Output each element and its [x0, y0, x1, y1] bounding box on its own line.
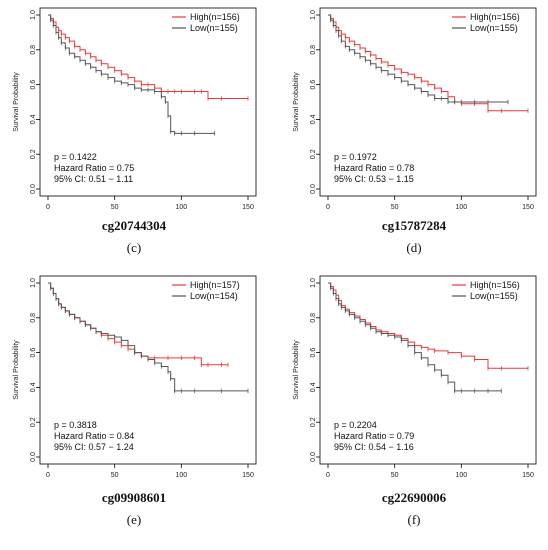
stat-line: 95% CI: 0.57 − 1.24: [54, 442, 134, 452]
legend-label: Low(n=154): [190, 291, 238, 301]
y-tick-label: 0.8: [310, 45, 317, 55]
legend-label: High(n=156): [470, 12, 520, 22]
x-tick-label: 100: [175, 204, 187, 211]
y-tick-label: 0.8: [310, 313, 317, 323]
stat-line: p = 0.3818: [54, 420, 97, 430]
y-tick-label: 1.0: [30, 10, 37, 20]
plot-frame: [39, 7, 257, 197]
x-tick-label: 0: [326, 204, 330, 211]
y-tick-label: 0.0: [310, 184, 317, 194]
x-tick-label: 50: [391, 204, 399, 211]
x-tick-label: 0: [46, 204, 50, 211]
y-tick-label: 1.0: [30, 278, 37, 288]
y-tick-label: 0.0: [30, 452, 37, 462]
panel-letter-e: (e): [126, 512, 142, 527]
y-tick-label: 0.6: [310, 348, 317, 358]
stat-line: Hazard Ratio = 0.84: [54, 431, 134, 441]
x-tick-label: 0: [326, 472, 330, 479]
km-plot-f: 0501001500.00.20.40.60.81.0MonthsSurviva…: [293, 275, 537, 479]
stat-line: Hazard Ratio = 0.78: [334, 163, 414, 173]
y-tick-label: 0.0: [30, 184, 37, 194]
panel-letter-f: (f): [407, 512, 421, 527]
y-tick-label: 0.2: [310, 417, 317, 427]
y-tick-label: 0.6: [30, 348, 37, 358]
stat-line: Hazard Ratio = 0.75: [54, 163, 134, 173]
x-tick-label: 100: [455, 204, 467, 211]
x-tick-label: 150: [522, 204, 534, 211]
stat-line: p = 0.2204: [334, 420, 377, 430]
x-tick-label: 50: [391, 472, 399, 479]
legend-label: High(n=156): [470, 280, 520, 290]
panel-letter-c: (c): [126, 240, 142, 255]
x-tick-label: 150: [522, 472, 534, 479]
legend-label: Low(n=155): [470, 291, 518, 301]
y-tick-label: 0.6: [310, 80, 317, 90]
panel-id-e: cg09908601: [101, 490, 167, 505]
y-tick-label: 1.0: [310, 278, 317, 288]
y-tick-label: 0.4: [30, 114, 37, 124]
stat-line: 95% CI: 0.54 − 1.16: [334, 442, 414, 452]
y-tick-label: 0.8: [30, 45, 37, 55]
stat-line: p = 0.1422: [54, 152, 97, 162]
y-tick-label: 0.2: [30, 149, 37, 159]
legend-label: High(n=157): [190, 280, 240, 290]
y-tick-label: 0.4: [310, 382, 317, 392]
y-tick-label: 1.0: [310, 10, 317, 20]
x-tick-label: 0: [46, 472, 50, 479]
x-tick-label: 150: [242, 472, 254, 479]
km-plot-panel-d: 0501001500.00.20.40.60.81.0MonthsSurviva…: [280, 0, 548, 212]
plot-frame: [39, 275, 257, 465]
y-tick-label: 0.2: [310, 149, 317, 159]
km-plot-panel-f: 0501001500.00.20.40.60.81.0MonthsSurviva…: [280, 268, 548, 480]
km-plot-d: 0501001500.00.20.40.60.81.0MonthsSurviva…: [293, 7, 537, 211]
stat-line: 95% CI: 0.51 − 1.11: [54, 174, 133, 184]
y-axis-label: Survival Probability: [13, 72, 20, 132]
y-tick-label: 0.0: [310, 452, 317, 462]
y-axis-label: Survival Probability: [13, 340, 20, 400]
x-tick-label: 100: [175, 472, 187, 479]
x-tick-label: 50: [111, 472, 119, 479]
panel-id-c: cg20744304: [101, 218, 167, 233]
legend-label: High(n=156): [190, 12, 240, 22]
y-tick-label: 0.4: [310, 114, 317, 124]
plot-frame: [319, 7, 537, 197]
legend-label: Low(n=155): [470, 23, 518, 33]
plot-frame: [319, 275, 537, 465]
km-plot-e: 0501001500.00.20.40.60.81.0MonthsSurviva…: [13, 275, 257, 479]
stat-line: p = 0.1972: [334, 152, 377, 162]
panel-id-f: cg22690006: [381, 490, 447, 505]
y-tick-label: 0.2: [30, 417, 37, 427]
y-axis-label: Survival Probability: [293, 72, 300, 132]
km-plot-c: 0501001500.00.20.40.60.81.0MonthsSurviva…: [13, 7, 257, 211]
y-tick-label: 0.8: [30, 313, 37, 323]
x-tick-label: 50: [111, 204, 119, 211]
km-plot-panel-c: 0501001500.00.20.40.60.81.0MonthsSurviva…: [0, 0, 268, 212]
y-tick-label: 0.4: [30, 382, 37, 392]
y-axis-label: Survival Probability: [293, 340, 300, 400]
panel-id-d: cg15787284: [381, 218, 447, 233]
x-tick-label: 100: [455, 472, 467, 479]
stat-line: Hazard Ratio = 0.79: [334, 431, 414, 441]
stat-line: 95% CI: 0.53 − 1.15: [334, 174, 414, 184]
y-tick-label: 0.6: [30, 80, 37, 90]
x-tick-label: 150: [242, 204, 254, 211]
panel-letter-d: (d): [406, 240, 422, 255]
legend-label: Low(n=155): [190, 23, 238, 33]
km-plot-panel-e: 0501001500.00.20.40.60.81.0MonthsSurviva…: [0, 268, 268, 480]
